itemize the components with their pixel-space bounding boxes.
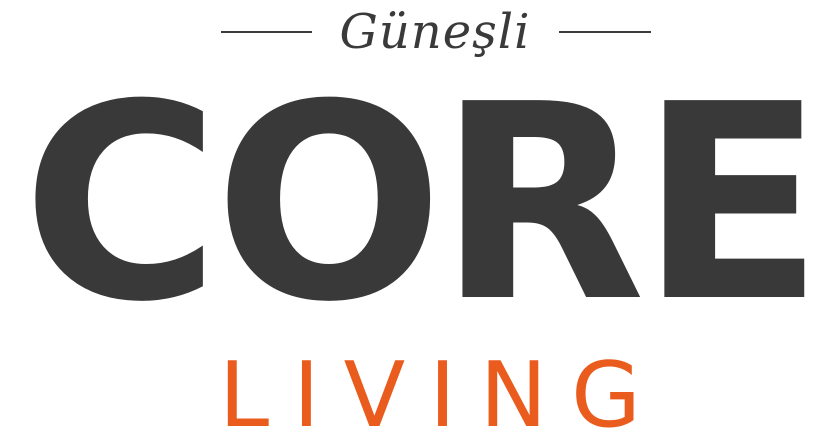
right-decorative-line [559, 31, 651, 33]
core-wordmark: CORE [21, 46, 824, 361]
gunesli-script-text: Güneşli [339, 4, 531, 60]
core-living-logo: Güneşli CORE LIVING [21, 4, 824, 448]
left-decorative-line [221, 31, 312, 33]
living-tagline: LIVING [219, 343, 665, 448]
